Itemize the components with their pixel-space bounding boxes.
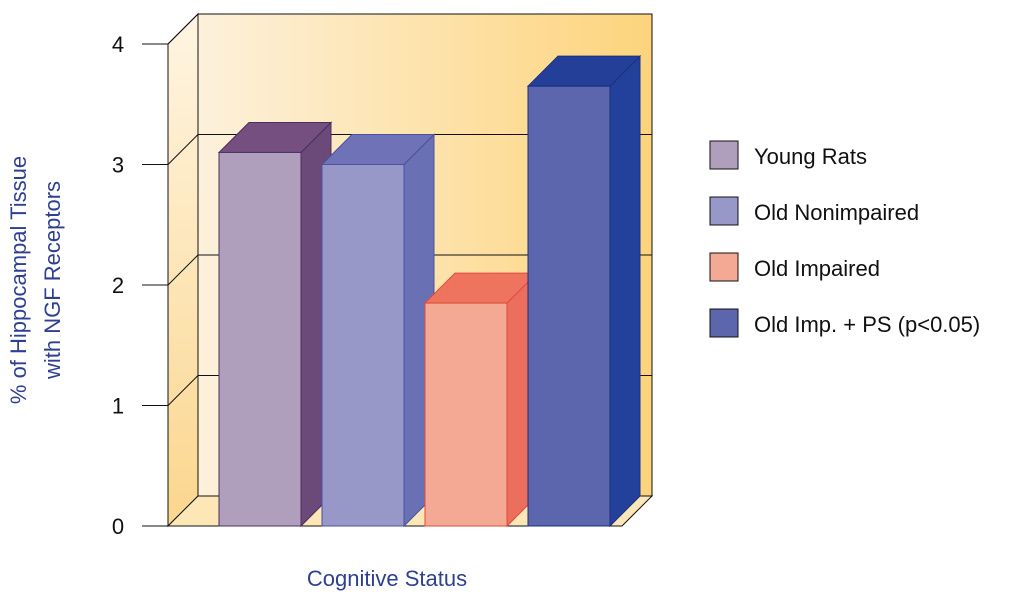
legend-swatch (709, 140, 739, 170)
x-axis-title: Cognitive Status (307, 566, 467, 591)
legend-label: Old Impaired (754, 256, 880, 281)
bar-front (321, 164, 405, 527)
y-axis-title-line-2: with NGF Receptors (40, 181, 65, 380)
bar-front (527, 85, 611, 527)
legend-swatch (709, 308, 739, 338)
y-tick-label: 4 (112, 32, 124, 57)
bar (217, 121, 333, 528)
bar (423, 271, 539, 528)
legend-item: Old Impaired (709, 252, 880, 282)
y-axis-title-line-1: % of Hippocampal Tissue (6, 156, 31, 404)
legend-label: Old Imp. + PS (p<0.05) (754, 312, 980, 337)
legend-item: Young Rats (709, 140, 867, 170)
bar-front (218, 151, 302, 527)
legend-item: Old Imp. + PS (p<0.05) (709, 308, 980, 338)
legend-swatch (709, 196, 739, 226)
bar (320, 133, 436, 528)
y-axis: 0 1 2 3 4 (112, 32, 169, 539)
gridline-depth (167, 134, 199, 165)
bar-front (424, 302, 508, 527)
y-tick-label: 2 (112, 273, 124, 298)
gridline-depth (167, 254, 199, 286)
legend-item: Old Nonimpaired (709, 196, 919, 226)
gridline-depth (167, 13, 199, 45)
y-tick-label: 1 (112, 394, 124, 419)
legend-label: Old Nonimpaired (754, 200, 919, 225)
bar (526, 54, 642, 528)
y-axis-title: % of Hippocampal Tissue with NGF Recepto… (6, 156, 65, 404)
bars (217, 54, 642, 528)
bar-side (609, 54, 641, 528)
legend-label: Young Rats (754, 144, 867, 169)
legend-swatch (709, 252, 739, 282)
gridline-depth (167, 375, 199, 406)
legend: Young Rats Old Nonimpaired Old Impaired Old… (709, 140, 980, 338)
y-tick-label: 0 (112, 514, 124, 539)
y-tick-label: 3 (112, 153, 124, 178)
